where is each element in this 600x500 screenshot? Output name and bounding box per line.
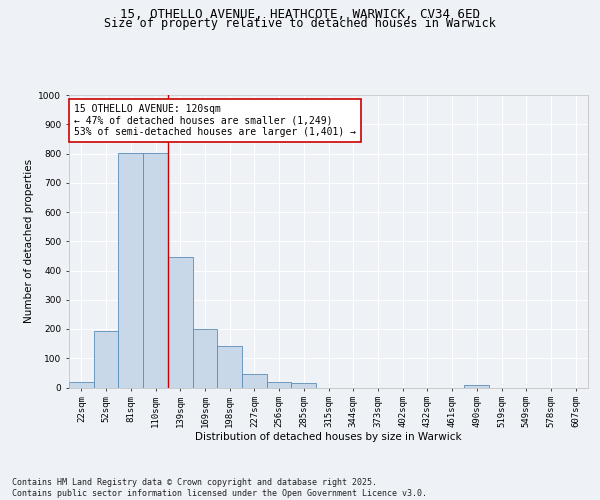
X-axis label: Distribution of detached houses by size in Warwick: Distribution of detached houses by size … [195,432,462,442]
Bar [143,152,168,388]
Text: Size of property relative to detached houses in Warwick: Size of property relative to detached ho… [104,18,496,30]
Bar [464,384,489,388]
Bar [292,384,316,388]
Bar [217,346,242,388]
Bar [168,257,193,388]
Bar [94,331,118,388]
Text: 15, OTHELLO AVENUE, HEATHCOTE, WARWICK, CV34 6ED: 15, OTHELLO AVENUE, HEATHCOTE, WARWICK, … [120,8,480,20]
Bar [267,382,292,388]
Bar [69,382,94,388]
Text: 15 OTHELLO AVENUE: 120sqm
← 47% of detached houses are smaller (1,249)
53% of se: 15 OTHELLO AVENUE: 120sqm ← 47% of detac… [74,104,356,137]
Bar [193,330,217,388]
Text: Contains HM Land Registry data © Crown copyright and database right 2025.
Contai: Contains HM Land Registry data © Crown c… [12,478,427,498]
Y-axis label: Number of detached properties: Number of detached properties [24,159,34,324]
Bar [242,374,267,388]
Bar [118,152,143,388]
